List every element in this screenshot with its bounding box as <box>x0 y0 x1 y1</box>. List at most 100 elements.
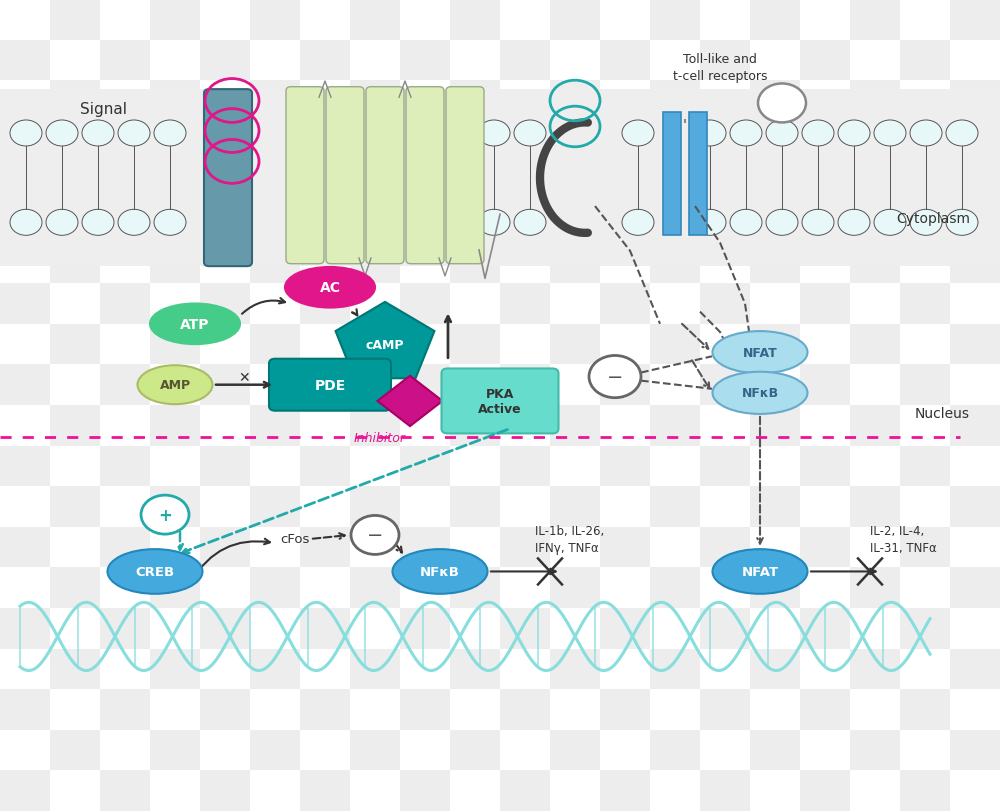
Circle shape <box>838 121 870 147</box>
Bar <box>50 730 100 770</box>
Bar <box>400 203 450 243</box>
Bar <box>550 649 600 689</box>
Bar <box>350 406 400 446</box>
Bar <box>550 324 600 365</box>
Circle shape <box>514 121 546 147</box>
Bar <box>450 568 500 608</box>
Circle shape <box>118 210 150 236</box>
Bar <box>800 284 850 324</box>
Bar <box>900 284 950 324</box>
Bar <box>700 203 750 243</box>
Bar <box>450 406 500 446</box>
Bar <box>50 649 100 689</box>
Bar <box>0 284 50 324</box>
Bar <box>200 770 250 811</box>
Bar <box>0 770 50 811</box>
Circle shape <box>758 84 806 123</box>
Bar <box>600 284 650 324</box>
Bar <box>750 162 800 203</box>
Bar <box>250 649 300 689</box>
Bar <box>500 122 550 162</box>
Polygon shape <box>377 376 442 427</box>
Circle shape <box>118 121 150 147</box>
Bar <box>400 365 450 406</box>
Bar <box>450 81 500 122</box>
Bar <box>600 770 650 811</box>
Bar <box>950 730 1000 770</box>
Circle shape <box>46 210 78 236</box>
Bar <box>650 324 700 365</box>
Bar <box>700 365 750 406</box>
Bar <box>150 406 200 446</box>
Bar <box>900 203 950 243</box>
Bar <box>100 122 150 162</box>
Bar <box>550 162 600 203</box>
Bar <box>850 0 900 41</box>
Bar <box>500 284 550 324</box>
Bar <box>800 689 850 730</box>
Bar <box>750 324 800 365</box>
Bar <box>700 41 750 81</box>
Bar <box>600 203 650 243</box>
Bar <box>250 406 300 446</box>
Bar <box>850 324 900 365</box>
Bar <box>200 446 250 487</box>
Circle shape <box>141 496 189 534</box>
Bar <box>200 527 250 568</box>
Bar <box>500 41 550 81</box>
Text: NFAT: NFAT <box>741 565 779 578</box>
Bar <box>700 527 750 568</box>
Bar <box>100 689 150 730</box>
Bar <box>550 568 600 608</box>
Bar <box>600 608 650 649</box>
Bar <box>50 0 100 41</box>
Bar <box>950 243 1000 284</box>
Bar <box>750 568 800 608</box>
Bar <box>150 162 200 203</box>
Text: ✕: ✕ <box>238 370 250 384</box>
Ellipse shape <box>392 550 488 594</box>
Bar <box>200 122 250 162</box>
Circle shape <box>946 121 978 147</box>
Bar <box>600 365 650 406</box>
Bar <box>200 203 250 243</box>
Bar <box>500 446 550 487</box>
Text: cFos: cFos <box>280 533 309 546</box>
Bar <box>800 608 850 649</box>
Bar <box>750 730 800 770</box>
Text: cAMP: cAMP <box>366 338 404 351</box>
Bar <box>950 0 1000 41</box>
Bar <box>350 649 400 689</box>
Text: Toll-like and
t-cell receptors: Toll-like and t-cell receptors <box>673 53 767 83</box>
Bar <box>150 0 200 41</box>
Bar <box>900 446 950 487</box>
Text: Cytoplasm: Cytoplasm <box>896 212 970 226</box>
Circle shape <box>10 121 42 147</box>
Bar <box>250 730 300 770</box>
FancyBboxPatch shape <box>326 88 364 264</box>
Circle shape <box>766 121 798 147</box>
Text: NFκB: NFκB <box>420 565 460 578</box>
Bar <box>100 527 150 568</box>
Bar <box>300 689 350 730</box>
Circle shape <box>622 210 654 236</box>
Bar <box>750 406 800 446</box>
Bar <box>650 568 700 608</box>
Bar <box>400 527 450 568</box>
Bar <box>400 284 450 324</box>
Bar <box>650 730 700 770</box>
Bar <box>700 446 750 487</box>
Text: +: + <box>158 506 172 524</box>
Bar <box>300 446 350 487</box>
Bar <box>0 203 50 243</box>
FancyBboxPatch shape <box>366 88 404 264</box>
Bar <box>400 689 450 730</box>
FancyBboxPatch shape <box>442 369 558 434</box>
Circle shape <box>874 121 906 147</box>
Bar <box>850 243 900 284</box>
Bar <box>850 162 900 203</box>
Circle shape <box>946 210 978 236</box>
Bar <box>350 730 400 770</box>
Circle shape <box>478 121 510 147</box>
Bar <box>350 487 400 527</box>
